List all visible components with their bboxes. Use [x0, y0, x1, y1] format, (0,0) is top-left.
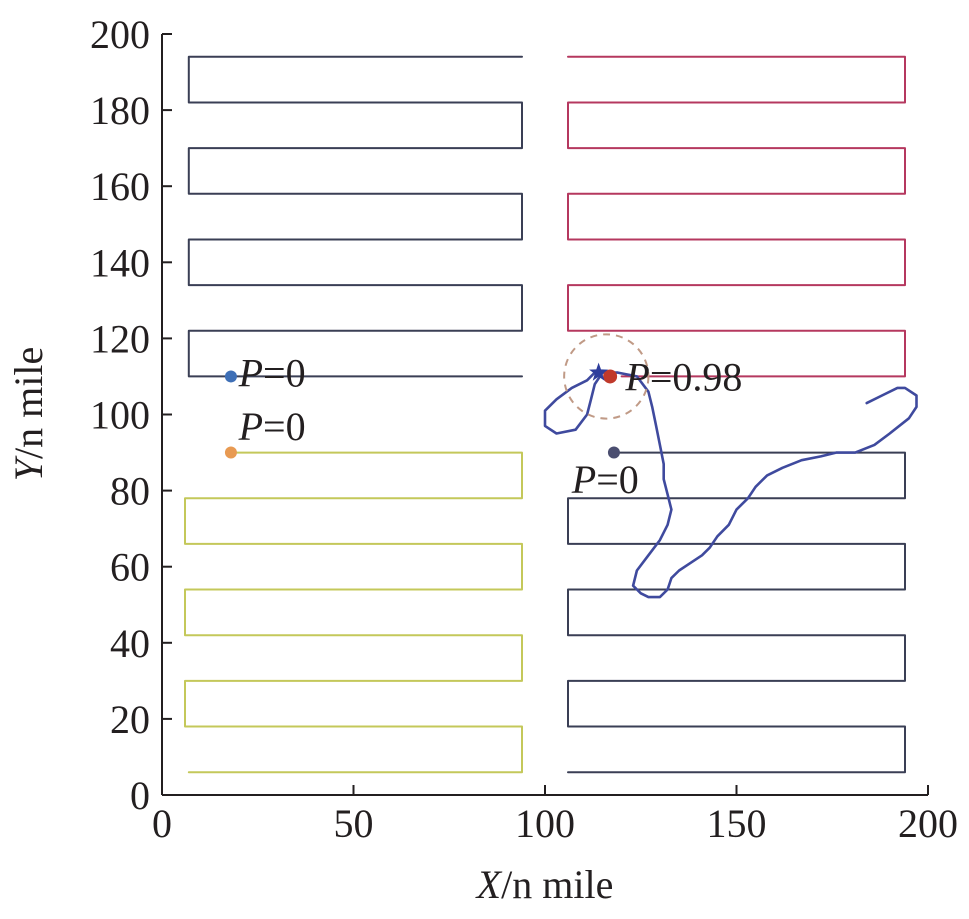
- y-axis-label: Y/n mile: [6, 347, 51, 481]
- x-tick-label-2: 100: [515, 801, 575, 846]
- x-ticks: 0 50 100 150 200: [152, 785, 958, 846]
- series-group: [184, 55, 918, 774]
- target-red-label: P=0.98: [624, 354, 742, 399]
- series-line-0: [187, 55, 523, 378]
- x-tick-label-1: 50: [334, 801, 374, 846]
- target-red-marker: [603, 369, 618, 384]
- series-line-2: [184, 451, 523, 774]
- start-blue-label-prefix: P: [238, 351, 263, 396]
- start-orange-label-value: =0: [263, 404, 306, 449]
- start-purple-label: P=0: [571, 457, 639, 502]
- x-tick-label-3: 150: [707, 801, 767, 846]
- start-blue-marker: [224, 370, 237, 383]
- x-tick-label-0: 0: [152, 801, 172, 846]
- y-tick-label-10: 200: [90, 12, 150, 57]
- y-tick-label-3: 60: [110, 545, 150, 590]
- labels-group: P=0P=0P=0P=0.98: [238, 351, 743, 503]
- target-star-marker: [589, 362, 609, 381]
- y-ticks: 0 20 40 60 80 100 120 140 160 180 200: [90, 12, 172, 818]
- overlay-group: [224, 333, 650, 459]
- start-orange-marker: [224, 446, 237, 459]
- y-tick-label-0: 0: [130, 773, 150, 818]
- x-tick-label-4: 200: [898, 801, 958, 846]
- y-tick-label-1: 20: [110, 697, 150, 742]
- x-axis-label: X/n mile: [475, 862, 614, 907]
- start-orange-label-prefix: P: [238, 404, 263, 449]
- y-tick-label-8: 160: [90, 164, 150, 209]
- series-line-4: [543, 371, 918, 599]
- y-tick-label-4: 80: [110, 469, 150, 514]
- y-tick-label-9: 180: [90, 88, 150, 133]
- start-orange-label: P=0: [238, 404, 306, 449]
- y-tick-label-6: 120: [90, 316, 150, 361]
- y-tick-label-2: 40: [110, 621, 150, 666]
- series-line-3: [567, 451, 906, 774]
- start-blue-label-value: =0: [263, 351, 306, 396]
- target-red-label-prefix: P: [624, 354, 649, 399]
- start-purple-label-prefix: P: [571, 457, 596, 502]
- start-purple-label-value: =0: [596, 457, 639, 502]
- start-blue-label: P=0: [238, 351, 306, 396]
- y-tick-label-7: 140: [90, 240, 150, 285]
- detection-circle: [563, 333, 650, 420]
- target-red-label-value: =0.98: [650, 354, 743, 399]
- y-tick-label-5: 100: [90, 393, 150, 438]
- series-line-1: [567, 55, 906, 378]
- start-purple-marker: [607, 446, 620, 459]
